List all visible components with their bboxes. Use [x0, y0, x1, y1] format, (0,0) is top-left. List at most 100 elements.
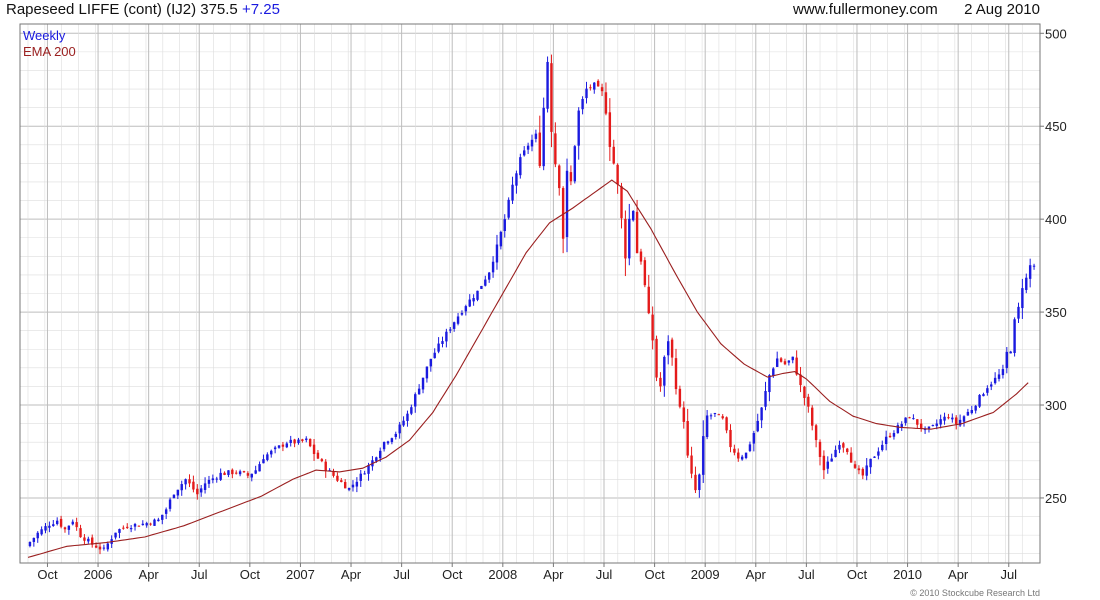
candle [764, 381, 767, 411]
candle [270, 449, 273, 458]
candle-body [52, 524, 55, 526]
candle [737, 448, 740, 462]
candle-body [1013, 319, 1016, 353]
candle-body [359, 473, 362, 481]
candle [958, 414, 962, 427]
y-tick-label: 500 [1045, 26, 1067, 41]
candle [624, 210, 627, 277]
candle [176, 489, 180, 500]
candle [554, 122, 557, 168]
candle-body [499, 231, 503, 247]
candle [635, 199, 639, 254]
x-tick-label: Jul [191, 567, 208, 582]
candle [398, 421, 401, 439]
candle [472, 294, 475, 306]
candle [250, 473, 253, 482]
candle [199, 485, 203, 497]
candle-body [495, 244, 499, 263]
candle [336, 472, 339, 483]
candle [87, 536, 90, 544]
candle-body [550, 63, 553, 132]
site-url[interactable]: www.fullermoney.com [792, 1, 938, 18]
candle [943, 412, 946, 425]
candle [161, 514, 164, 525]
candle [262, 454, 265, 464]
candle-body [966, 411, 970, 416]
candle-body [713, 413, 717, 415]
candle-body [390, 438, 394, 443]
title-text: Rapeseed LIFFE (cont) (IJ2) 375.5 [6, 1, 238, 18]
candle-body [452, 322, 456, 329]
candle [28, 541, 32, 548]
candle [892, 430, 896, 440]
candle [343, 479, 347, 489]
candle [740, 454, 744, 461]
candle [122, 525, 125, 530]
candle-body [667, 341, 670, 356]
candle-body [367, 465, 370, 474]
candle-body [83, 537, 86, 541]
candle-body [740, 456, 744, 460]
candle [682, 401, 685, 429]
candle-body [783, 361, 787, 365]
candle-body [908, 417, 911, 419]
candle-body [141, 523, 145, 526]
candle-body [238, 471, 242, 475]
candle-body [281, 444, 285, 447]
candle-body [184, 479, 187, 485]
candle-body [997, 374, 1001, 379]
candle [768, 374, 771, 402]
x-tick-label: Apr [139, 567, 160, 582]
candle-body [857, 468, 861, 471]
candle-body [585, 88, 588, 99]
candle [939, 414, 942, 429]
candle-body [211, 478, 215, 481]
candle-body [363, 473, 366, 475]
candle [904, 417, 907, 426]
candle-body [172, 494, 176, 499]
candle [421, 377, 425, 394]
candle-body [869, 458, 872, 468]
candle [581, 96, 584, 115]
candle [414, 392, 417, 413]
candle-body [515, 173, 518, 186]
candle-body [523, 150, 526, 156]
candle [873, 456, 876, 458]
candle [538, 115, 541, 168]
candle [916, 419, 919, 429]
candle-body [406, 413, 409, 421]
candle-body [332, 471, 335, 476]
candle-body [822, 455, 826, 471]
candle-body [44, 526, 47, 531]
candle-body [293, 439, 296, 444]
candle-body [149, 523, 152, 525]
candle [308, 438, 312, 448]
candle-body [760, 407, 763, 421]
candle [149, 522, 152, 526]
candle [822, 450, 826, 480]
candle-body [153, 519, 156, 526]
candle-body [892, 433, 896, 437]
candle [44, 523, 47, 534]
candle-body [421, 377, 425, 390]
y-tick-label: 350 [1045, 305, 1067, 320]
candle-body [262, 459, 265, 464]
candle [184, 478, 187, 490]
candle [717, 413, 721, 416]
candle [659, 372, 662, 392]
x-tick-label: Oct [644, 567, 665, 582]
candle-body [63, 527, 67, 530]
candle-body [1028, 265, 1032, 279]
candle-body [28, 541, 32, 547]
candle [102, 544, 106, 551]
candle-body [355, 481, 359, 487]
candle-body [717, 414, 721, 416]
candle-body [974, 405, 977, 411]
x-tick-label: Oct [37, 567, 58, 582]
candle [67, 525, 71, 535]
candle [628, 203, 631, 266]
candle [55, 517, 59, 526]
candle [246, 471, 250, 479]
candles [28, 54, 1036, 555]
